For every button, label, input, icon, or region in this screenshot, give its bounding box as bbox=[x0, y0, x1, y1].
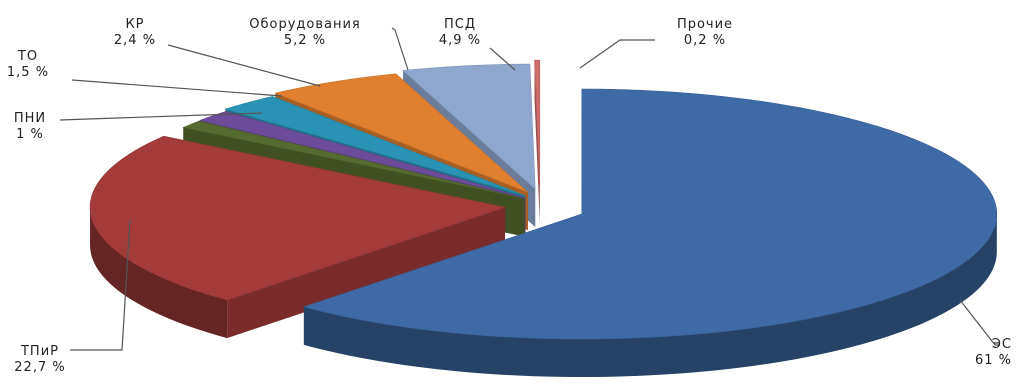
slice-ТО bbox=[198, 111, 526, 199]
slice-labels: ЭС 61 % ТПиР 22,7 % ПНИ 1 % ТО 1,5 % КР 2,4 % Обор… bbox=[7, 17, 1012, 375]
leader-Прочие bbox=[579, 39, 655, 69]
slice-Прочие bbox=[534, 59, 541, 186]
leader-ТПиР bbox=[70, 219, 131, 351]
label-ТПиР: ТПиР 22,7 % bbox=[14, 344, 65, 375]
slice-ПСД bbox=[402, 63, 536, 190]
slice-rim-ЭС-0 bbox=[303, 214, 997, 378]
leader-ТО bbox=[71, 79, 283, 97]
slice-ПНИ bbox=[182, 120, 525, 199]
leader-lines bbox=[59, 27, 1000, 351]
label-ЭС: ЭС 61 % bbox=[975, 337, 1012, 368]
slice-Оборудования bbox=[274, 73, 529, 193]
leader-ПНИ bbox=[59, 112, 263, 121]
label-ПНИ: ПНИ 1 % bbox=[14, 111, 46, 142]
slice-КР bbox=[224, 96, 526, 196]
label-КР: КР 2,4 % bbox=[114, 17, 156, 48]
slice-wall-ТПиР-0 bbox=[227, 207, 506, 339]
label-Прочие: Прочие 0,2 % bbox=[677, 17, 733, 48]
slice-wall-Прочие-0 bbox=[534, 60, 540, 224]
leader-ЭС bbox=[959, 299, 1000, 346]
leader-Оборудования bbox=[391, 27, 409, 71]
pie-tops bbox=[89, 59, 998, 340]
slice-ЭС bbox=[302, 88, 998, 340]
slice-rim-ТПиР-0 bbox=[90, 207, 228, 339]
leader-КР bbox=[167, 44, 321, 87]
label-Оборудования: Оборудования 5,2 % bbox=[249, 17, 361, 48]
slice-ТПиР bbox=[89, 135, 507, 301]
label-ТО: ТО 1,5 % bbox=[7, 49, 49, 80]
leader-ПСД bbox=[489, 47, 516, 71]
label-ПСД: ПСД 4,9 % bbox=[439, 17, 481, 48]
